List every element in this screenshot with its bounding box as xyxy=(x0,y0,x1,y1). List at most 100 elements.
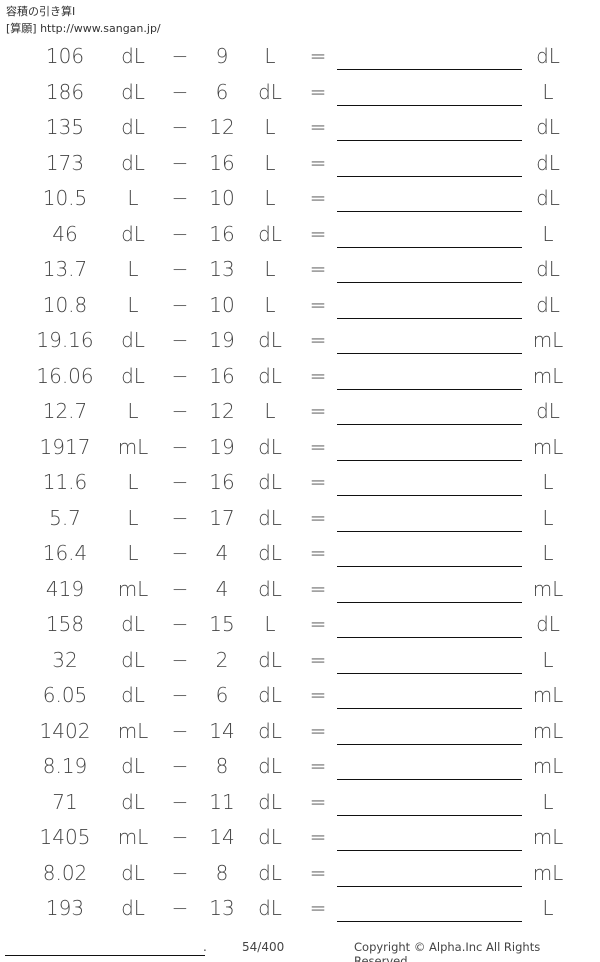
name-line[interactable] xyxy=(5,955,205,956)
minus-sign: − xyxy=(171,186,189,210)
minuend: 173 xyxy=(45,150,85,175)
problem-row: 11.6 L 16 dL L − = xyxy=(0,467,600,497)
subtrahend-unit: dL xyxy=(258,434,282,459)
minus-sign: − xyxy=(171,363,189,388)
subtrahend-unit: dL xyxy=(258,860,282,885)
minus-sign: − xyxy=(171,470,189,494)
equals-sign: = xyxy=(309,718,327,743)
subtrahend-unit: L xyxy=(264,257,276,281)
subtrahend: 16 xyxy=(209,470,235,494)
minus-sign: − xyxy=(171,789,189,814)
minuend: 186 xyxy=(45,79,85,104)
minuend: 8.19 xyxy=(42,754,88,778)
answer-unit: mL xyxy=(532,576,564,601)
answer-unit: mL xyxy=(532,328,564,352)
answer-line[interactable] xyxy=(337,459,522,461)
subtrahend: 17 xyxy=(209,505,235,530)
answer-unit: mL xyxy=(532,718,564,743)
answer-line[interactable] xyxy=(337,530,522,532)
equals-sign: = xyxy=(309,470,327,494)
answer-line[interactable] xyxy=(337,317,522,319)
answer-unit: dL xyxy=(536,115,560,139)
subtrahend-unit: L xyxy=(264,115,276,139)
answer-unit: mL xyxy=(532,683,564,707)
footer-dot: . xyxy=(203,940,207,954)
minuend-unit: dL xyxy=(121,363,145,388)
answer-unit: L xyxy=(542,541,554,565)
answer-unit: dL xyxy=(536,44,560,68)
site-link[interactable]: [算願] http://www.sangan.jp/ xyxy=(6,22,161,35)
minus-sign: − xyxy=(171,79,189,104)
minus-sign: − xyxy=(171,399,189,423)
problem-row: 16.4 L 4 dL L − = xyxy=(0,538,600,568)
minuend-unit: dL xyxy=(121,860,145,885)
answer-line[interactable] xyxy=(337,211,522,212)
answer-line[interactable] xyxy=(337,246,522,248)
minuend-unit: mL xyxy=(117,576,149,601)
minuend: 12.7 xyxy=(42,399,88,423)
answer-line[interactable] xyxy=(337,921,522,922)
subtrahend: 12 xyxy=(209,115,235,139)
answer-unit: L xyxy=(542,896,554,920)
minuend: 1402 xyxy=(39,718,91,743)
problem-row: 16.06 dL 16 dL mL − = xyxy=(0,361,600,391)
answer-line[interactable] xyxy=(337,175,522,177)
minuend-unit: dL xyxy=(121,612,145,636)
answer-line[interactable] xyxy=(337,743,522,745)
subtrahend-unit: L xyxy=(264,44,276,68)
answer-unit: mL xyxy=(532,434,564,459)
minuend-unit: dL xyxy=(121,115,145,139)
equals-sign: = xyxy=(309,576,327,601)
answer-unit: dL xyxy=(536,150,560,175)
minus-sign: − xyxy=(171,292,189,317)
subtrahend-unit: L xyxy=(264,292,276,317)
answer-line[interactable] xyxy=(337,104,522,106)
answer-line[interactable] xyxy=(337,388,522,390)
minuend-unit: L xyxy=(127,257,139,281)
answer-line[interactable] xyxy=(337,353,522,354)
answer-line[interactable] xyxy=(337,424,522,425)
problem-row: 186 dL 6 dL L − = xyxy=(0,77,600,107)
subtrahend: 12 xyxy=(209,399,235,423)
answer-line[interactable] xyxy=(337,140,522,141)
worksheet-title: 容積の引き算Ⅰ xyxy=(6,5,76,18)
answer-line[interactable] xyxy=(337,885,522,887)
minus-sign: − xyxy=(171,754,189,778)
answer-unit: dL xyxy=(536,292,560,317)
answer-unit: L xyxy=(542,505,554,530)
minuend: 11.6 xyxy=(42,470,88,494)
answer-line[interactable] xyxy=(337,637,522,638)
minuend: 106 xyxy=(45,44,85,68)
minuend-unit: L xyxy=(127,186,139,210)
answer-line[interactable] xyxy=(337,814,522,816)
answer-line[interactable] xyxy=(337,672,522,674)
answer-line[interactable] xyxy=(337,495,522,496)
subtrahend: 9 xyxy=(215,44,229,68)
minuend: 1917 xyxy=(39,434,91,459)
answer-line[interactable] xyxy=(337,708,522,709)
subtrahend: 6 xyxy=(215,683,229,707)
answer-line[interactable] xyxy=(337,282,522,283)
problem-row: 19.16 dL 19 dL mL − = xyxy=(0,325,600,355)
answer-line[interactable] xyxy=(337,601,522,603)
minuend-unit: L xyxy=(127,292,139,317)
minuend-unit: mL xyxy=(117,825,149,849)
minuend-unit: dL xyxy=(121,754,145,778)
answer-unit: L xyxy=(542,789,554,814)
minuend-unit: dL xyxy=(121,896,145,920)
equals-sign: = xyxy=(309,754,327,778)
subtrahend: 10 xyxy=(209,186,235,210)
problem-row: 5.7 L 17 dL L − = xyxy=(0,503,600,533)
equals-sign: = xyxy=(309,150,327,175)
subtrahend: 13 xyxy=(209,257,235,281)
problem-row: 1917 mL 19 dL mL − = xyxy=(0,432,600,462)
answer-line[interactable] xyxy=(337,850,522,851)
minuend: 5.7 xyxy=(49,505,81,530)
subtrahend: 11 xyxy=(209,789,235,814)
answer-line[interactable] xyxy=(337,779,522,780)
subtrahend-unit: dL xyxy=(258,470,282,494)
problem-row: 1402 mL 14 dL mL − = xyxy=(0,716,600,746)
equals-sign: = xyxy=(309,434,327,459)
answer-line[interactable] xyxy=(337,69,522,70)
answer-line[interactable] xyxy=(337,566,522,567)
